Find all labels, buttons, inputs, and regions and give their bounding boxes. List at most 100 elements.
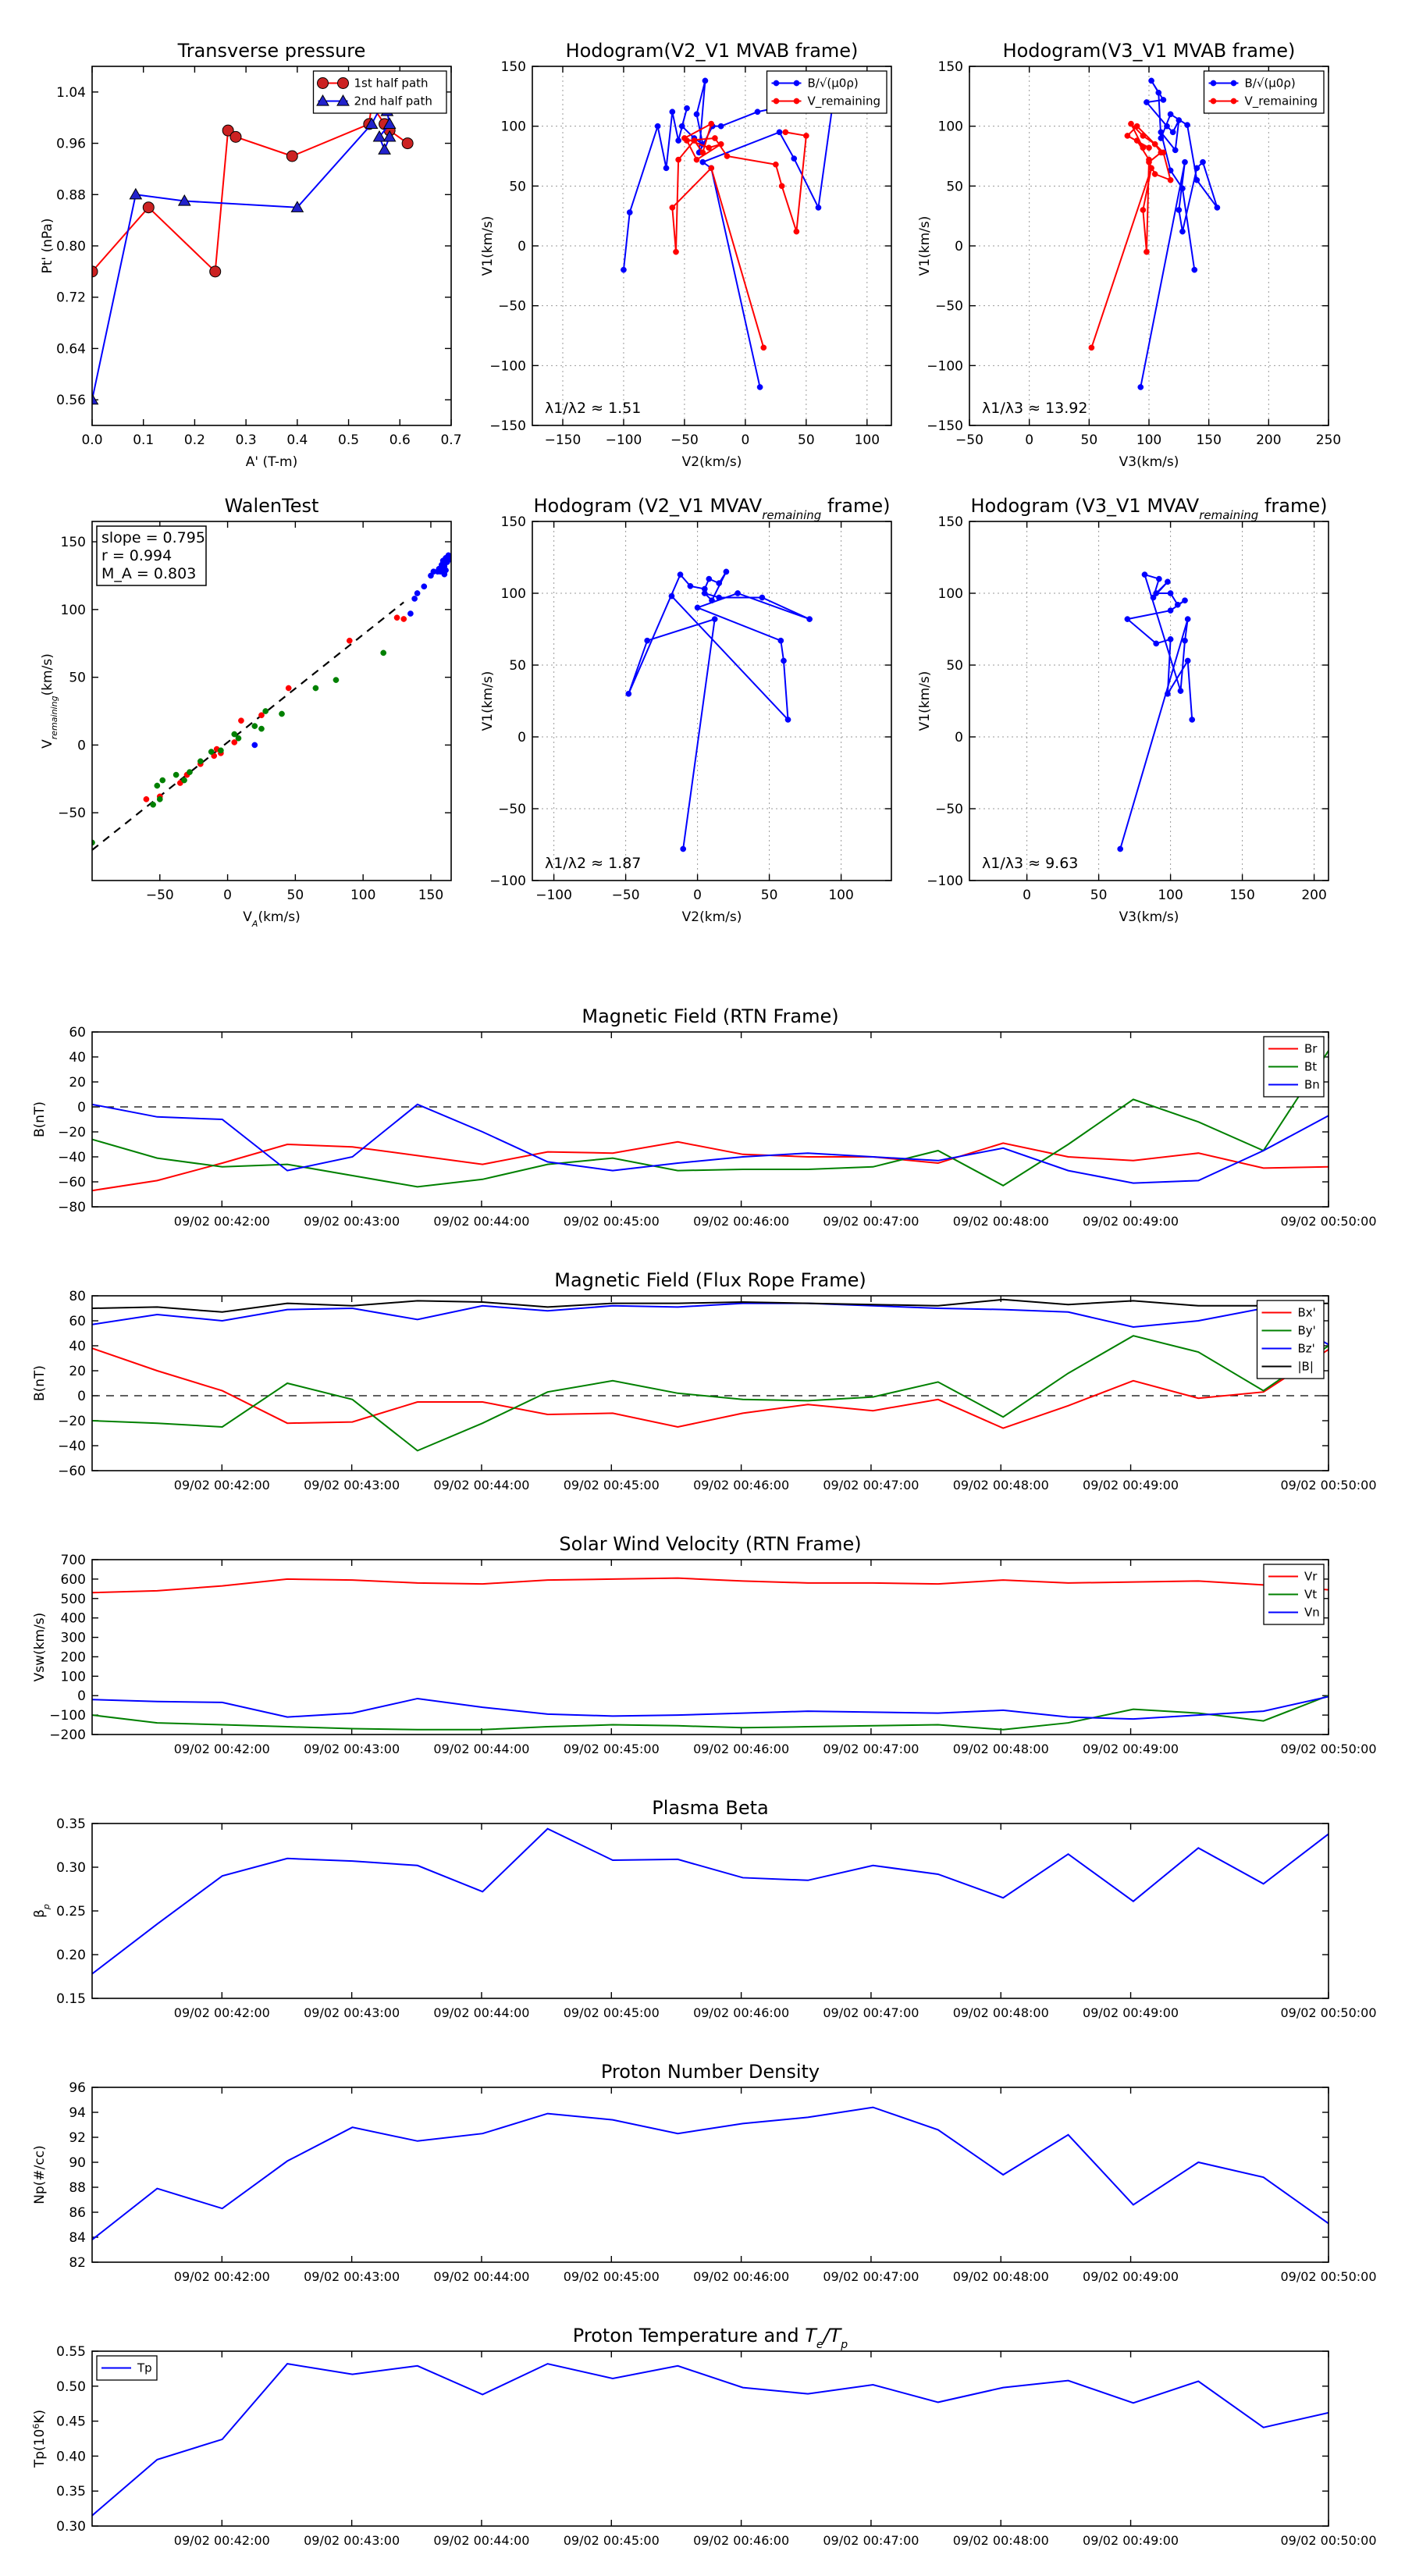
y-axis: 0.30 0.35 0.40 0.45 0.50 0.55 <box>56 2344 1329 2535</box>
title-sub: remaining <box>1199 508 1258 522</box>
y-tick-label: 80 <box>69 1289 86 1304</box>
series-by- <box>92 1335 1329 1452</box>
legend: Tp <box>96 2355 158 2381</box>
x-tick-label: 09/02 00:47:00 <box>823 1742 919 1756</box>
data-point <box>1182 637 1188 644</box>
x-tick-label: 100 <box>350 888 375 903</box>
data-point <box>1140 133 1147 139</box>
legend-frame <box>1203 70 1325 114</box>
data-point <box>443 567 449 574</box>
x-tick-label: 0.4 <box>286 432 308 448</box>
data-point <box>1184 122 1190 128</box>
x-tick-label: 09/02 00:44:00 <box>433 2533 529 2548</box>
y-tick-label: 150 <box>938 514 963 530</box>
data-point <box>1155 89 1162 96</box>
x-tick-label: 100 <box>855 432 880 448</box>
series-bz- <box>92 1302 1329 1346</box>
data-point <box>1158 135 1165 141</box>
y-tick-label: 0.40 <box>56 2449 86 2464</box>
y-axis-label: Pt' (nPa) <box>40 219 55 274</box>
data-point <box>759 594 766 601</box>
y-axis-label: Vsw(km/s) <box>32 1613 48 1682</box>
series-v-remaining <box>1088 120 1174 351</box>
legend-label: Bz' <box>1298 1342 1315 1356</box>
y-axis: −100 −50 0 50 100 150 <box>489 514 891 889</box>
title-sub: remaining <box>762 508 821 522</box>
series-line <box>92 2363 1329 2517</box>
x-tick-label: 250 <box>1316 432 1341 448</box>
x-tick-label: 150 <box>1196 432 1221 448</box>
legend-frame <box>312 70 447 114</box>
x-tick-label: 09/02 00:46:00 <box>693 1742 789 1756</box>
data-point <box>92 265 98 278</box>
legend: B/√(μ0ρ) V_remaining <box>766 70 887 114</box>
plot-area <box>1088 77 1221 390</box>
series-tp <box>92 2363 1329 2517</box>
x-tick-label: 09/02 00:43:00 <box>304 2005 400 2020</box>
x-tick-label: 0.7 <box>440 432 461 448</box>
y-axis: −60 −40 −20 0 20 40 60 80 <box>58 1289 1329 1479</box>
data-point <box>663 165 670 172</box>
y-axis-label-part: (km/s) <box>40 653 55 696</box>
data-point <box>92 393 99 405</box>
x-axis-label-part: V3(km/s) <box>1119 909 1179 925</box>
series-0 <box>92 1827 1329 1975</box>
data-point <box>1182 597 1188 604</box>
stats-line: slope = 0.795 <box>101 529 205 546</box>
data-point <box>723 568 730 575</box>
eigenvalue-ratio-label: λ1/λ3 ≈ 9.63 <box>982 855 1078 872</box>
legend-label: 1st half path <box>354 76 429 91</box>
series-0 <box>625 568 813 852</box>
x-tick-label: 09/02 00:45:00 <box>564 1478 660 1493</box>
y-tick-label: 20 <box>69 1364 86 1379</box>
title-end: frame) <box>1258 495 1327 517</box>
x-tick-label: 09/02 00:49:00 <box>1083 2005 1179 2020</box>
data-point <box>1176 117 1183 123</box>
data-point <box>1191 266 1198 273</box>
legend: Bx' By' Bz' |B| <box>1256 1300 1325 1379</box>
y-tick-label: 40 <box>69 1339 86 1354</box>
data-point <box>143 795 150 802</box>
data-point <box>716 580 723 586</box>
x-tick-label: 09/02 00:42:00 <box>174 1478 270 1493</box>
data-point <box>380 649 387 656</box>
data-point <box>1140 144 1147 151</box>
x-tick-label: 150 <box>418 888 443 903</box>
legend-label: Vr <box>1304 1570 1318 1584</box>
x-axis-label: A' (T-m) <box>246 454 298 470</box>
y-tick-label: 100 <box>938 119 963 135</box>
series-line <box>1140 80 1218 388</box>
legend-marker <box>1210 98 1217 105</box>
y-tick-label: 0.56 <box>56 393 86 408</box>
legend-marker <box>1230 80 1237 87</box>
data-point <box>754 109 761 116</box>
data-point <box>154 782 161 789</box>
y-tick-label: 0.50 <box>56 2379 86 2395</box>
y-tick-label: 0.35 <box>56 2484 86 2500</box>
data-point <box>1158 129 1165 136</box>
y-axis-label: B(nT) <box>32 1365 48 1401</box>
series-2nd-half-path <box>92 98 397 405</box>
x-axis: 09/02 00:42:00 09/02 00:43:00 09/02 00:44:… <box>174 1823 1377 2020</box>
y-axis: −150 −100 −50 0 50 100 150 <box>927 59 1329 434</box>
x-tick-label: 09/02 00:44:00 <box>433 1742 529 1756</box>
y-axis-label: V1(km/s) <box>480 216 496 276</box>
magnetic-field-flux-rope-chart: Magnetic Field (Flux Rope Frame) 09/02 00… <box>32 1269 1377 1493</box>
data-point <box>1179 185 1186 192</box>
data-point <box>1167 176 1174 183</box>
y-tick-label: 300 <box>61 1631 86 1646</box>
x-tick-label: 200 <box>1301 888 1326 903</box>
data-point <box>621 266 627 273</box>
series-bn <box>92 1103 1329 1184</box>
series-line <box>92 103 391 400</box>
x-tick-label: 09/02 00:47:00 <box>823 2269 919 2284</box>
data-point <box>1140 207 1147 213</box>
stats-box <box>96 525 207 586</box>
x-tick-label: 100 <box>1158 888 1183 903</box>
y-tick-label: 400 <box>61 1611 86 1627</box>
data-point <box>777 637 784 644</box>
y-tick-label: −100 <box>489 873 526 889</box>
series-line <box>622 80 834 388</box>
